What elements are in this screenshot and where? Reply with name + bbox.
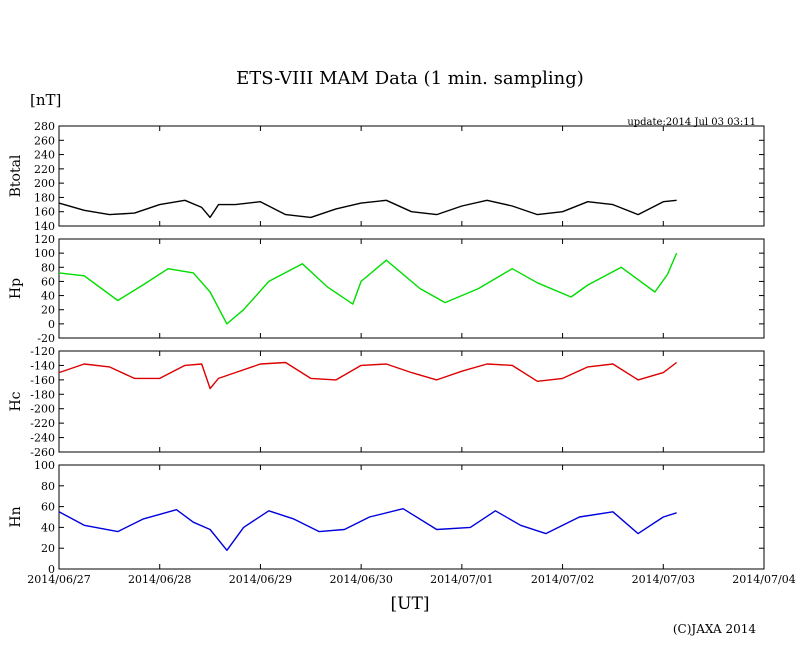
y-tick-label: -180 [30, 388, 55, 401]
unit-label: [nT] [30, 91, 61, 109]
y-tick-label: 220 [34, 163, 55, 176]
y-tick-label: 180 [34, 191, 55, 204]
y-tick-label: -20 [37, 332, 55, 345]
y-tick-label: 200 [34, 177, 55, 190]
y-tick-label: -240 [30, 432, 55, 445]
y-tick-label: -260 [30, 446, 55, 459]
y-tick-label: 120 [34, 233, 55, 246]
y-tick-label: 20 [41, 542, 55, 555]
x-tick-label: 2014/07/03 [632, 573, 695, 586]
y-tick-label: 20 [41, 304, 55, 317]
x-tick-label: 2014/06/28 [128, 573, 191, 586]
y-tick-label: 40 [41, 521, 55, 534]
y-tick-label: 280 [34, 120, 55, 133]
x-tick-label: 2014/07/01 [430, 573, 493, 586]
y-tick-label: 0 [48, 563, 55, 576]
series-line-hc [58, 361, 678, 390]
panel-frame [58, 238, 765, 339]
x-axis-label: [UT] [391, 594, 430, 614]
y-tick-label: 140 [34, 220, 55, 233]
y-tick-label: -120 [30, 345, 55, 358]
y-tick-label: -220 [30, 417, 55, 430]
copyright: (C)JAXA 2014 [673, 622, 757, 636]
x-axis: 2014/06/27 2014/06/28 2014/06/29 2014/06/30… [27, 573, 795, 586]
panel-frame [58, 350, 765, 453]
y-tick-label: 80 [41, 480, 55, 493]
update-text: update:2014 Jul 03 03:11 [627, 117, 756, 128]
x-tick-label: 2014/06/29 [229, 573, 292, 586]
y-tick-label: 160 [34, 206, 55, 219]
y-tick-label: 0 [48, 318, 55, 331]
y-tick-label: -200 [30, 403, 55, 416]
panel-hc: -260-240 -220-200 -180-160 -140-120 Hc [8, 345, 765, 459]
y-tick-label: 80 [41, 261, 55, 274]
x-tick-label: 2014/07/02 [531, 573, 594, 586]
series-line-hp [58, 252, 678, 325]
chart-title: ETS-VIII MAM Data (1 min. sampling) [236, 68, 584, 89]
series-line-btotal [58, 199, 677, 219]
x-tick-label: 2014/07/04 [732, 573, 795, 586]
y-axis-label: Hp [8, 278, 24, 299]
y-tick-label: 60 [41, 501, 55, 514]
y-tick-label: 40 [41, 290, 55, 303]
y-tick-label: 60 [41, 275, 55, 288]
x-tick-label: 2014/06/27 [27, 573, 90, 586]
series-line-hn [58, 508, 677, 551]
panels: 140160180200220240260280Btotal-200204060… [8, 120, 765, 576]
y-tick-label: -160 [30, 374, 55, 387]
y-axis-label: Hc [8, 391, 24, 411]
y-tick-label: 240 [34, 149, 55, 162]
y-tick-label: -140 [30, 359, 55, 372]
y-axis-label: Btotal [8, 154, 24, 197]
panel-frame [58, 125, 765, 227]
y-tick-label: 260 [34, 134, 55, 147]
y-axis-label: Hn [8, 506, 24, 527]
x-tick-label: 2014/06/30 [329, 573, 392, 586]
panel-hn: 0 20 40 60 80 100 Hn [8, 459, 765, 576]
y-tick-label: 100 [34, 247, 55, 260]
y-tick-label: 100 [34, 459, 55, 472]
panel-frame [58, 464, 765, 570]
